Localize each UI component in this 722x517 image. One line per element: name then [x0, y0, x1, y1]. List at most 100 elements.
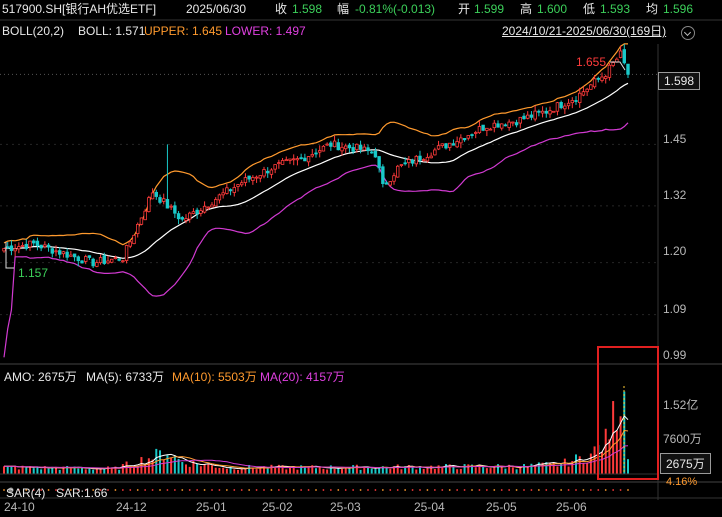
candle-body [492, 122, 496, 129]
candle-body [202, 205, 207, 213]
volume-tick-1: 1.52亿 [663, 398, 699, 412]
boll-upper-label: UPPER: 1.645 [144, 24, 223, 38]
volume-bar [58, 469, 61, 474]
candle-body [410, 159, 415, 164]
candle-body [243, 177, 248, 183]
candle-body [43, 244, 47, 248]
candle-body [548, 110, 552, 115]
candle-body [6, 246, 10, 249]
volume-bar [270, 464, 273, 474]
sar-dot [500, 489, 503, 491]
sar-dot [277, 489, 280, 491]
volume-bar [363, 467, 366, 474]
sar-dot [426, 489, 429, 491]
sar-dot [456, 489, 459, 491]
candle-body [600, 76, 604, 81]
candle-layer [2, 44, 630, 269]
candle-body [39, 244, 43, 249]
bottom-annotation: 4.16% [666, 476, 698, 488]
chevron-down-icon[interactable] [681, 26, 695, 40]
volume-bar [29, 466, 31, 474]
avg-value: 1.596 [663, 2, 694, 16]
volume-bar [367, 466, 369, 474]
boll-lower-label: LOWER: 1.497 [225, 24, 306, 38]
low-label: 低 [583, 2, 596, 16]
price-tick-4: 1.09 [663, 302, 687, 316]
volume-bar [159, 450, 161, 474]
candle-body [299, 157, 303, 160]
sar-dot [92, 489, 95, 491]
candle-body [277, 162, 281, 164]
volume-bar [337, 468, 340, 474]
candle-body [110, 258, 114, 263]
volume-bar [166, 455, 169, 474]
candle-body [321, 145, 326, 152]
candle-body [340, 146, 344, 152]
volume-bar [571, 461, 574, 474]
volume-bar [103, 468, 106, 474]
volume-bar [452, 467, 455, 474]
sar-dot [344, 489, 347, 491]
x-label-7: 25-06 [556, 500, 587, 514]
volume-bar [47, 468, 50, 474]
candle-body [2, 248, 6, 252]
volume-bar [560, 464, 563, 474]
candle-body [626, 63, 630, 75]
candle-body [280, 160, 285, 165]
volume-bar [107, 466, 109, 474]
candle-body [325, 143, 329, 146]
candle-body [488, 128, 493, 131]
candle-body [310, 154, 314, 157]
sar-dot [537, 489, 540, 491]
candle-body [407, 159, 411, 164]
candle-body [578, 92, 582, 103]
volume-bar [385, 466, 388, 474]
sar-dot [337, 489, 340, 491]
sar-dot [248, 489, 251, 491]
volume-bar [612, 401, 615, 474]
candle-body [17, 246, 21, 250]
sar-dot [233, 489, 236, 491]
volume-bar [17, 469, 20, 474]
volume-bar [121, 464, 124, 474]
volume-bar [237, 469, 239, 474]
boll-layer [3, 43, 629, 358]
sar-dot [17, 489, 20, 491]
close-value: 1.598 [292, 2, 323, 16]
sar-dot [270, 489, 273, 491]
candle-body [596, 77, 600, 80]
candle-body [254, 176, 259, 179]
volume-bar [281, 465, 284, 474]
volume-bar [214, 467, 217, 474]
sar-dot [381, 489, 384, 491]
candle-body [65, 251, 69, 258]
date-range-text[interactable]: 2024/10/21-2025/06/30(169日) [502, 24, 667, 38]
sar-dot [485, 489, 488, 491]
change-value: -0.81%(-0.013) [355, 2, 436, 16]
volume-bar [393, 466, 395, 474]
candle-body [221, 192, 225, 196]
volume-bar [181, 462, 184, 474]
candle-body [35, 240, 40, 247]
candle-body [54, 250, 58, 253]
price-tick-2: 1.32 [663, 188, 687, 202]
candle-body [362, 146, 366, 151]
candle-body [117, 258, 121, 261]
volume-bar [114, 466, 117, 474]
volume-bar [285, 469, 288, 474]
volume-bar [259, 467, 262, 474]
volume-bar [467, 464, 470, 474]
candle-body [433, 149, 437, 156]
volume-bar [530, 463, 533, 474]
open-label: 开 [458, 2, 471, 16]
sar-dot [411, 489, 414, 491]
candle-body [544, 110, 548, 114]
volume-bar [623, 391, 626, 474]
volume-bar [374, 469, 377, 474]
volume-bar [381, 466, 384, 474]
candle-body [589, 84, 593, 90]
sar-dot [240, 489, 243, 491]
candle-body [581, 91, 586, 96]
volume-bar [229, 466, 232, 474]
